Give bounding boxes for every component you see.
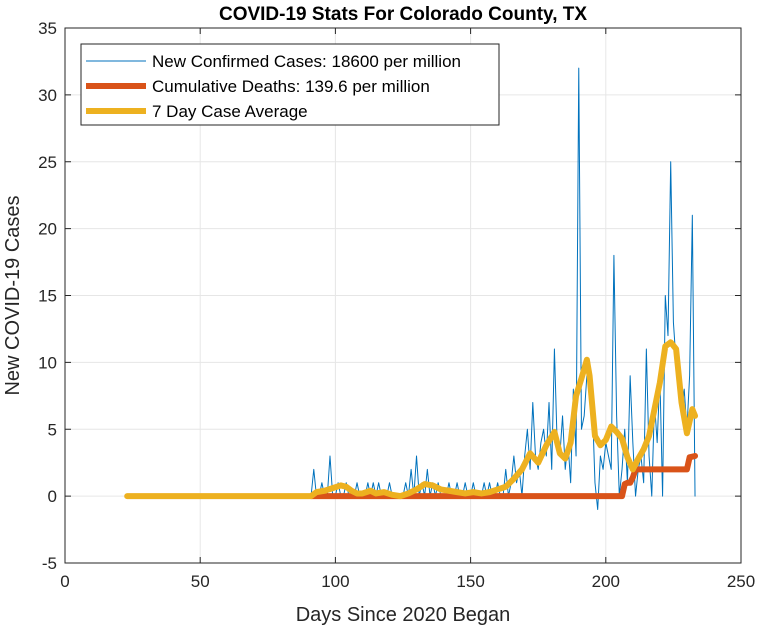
y-tick-label: 25 — [38, 153, 57, 172]
legend-label-7day-average: 7 Day Case Average — [152, 102, 308, 121]
x-tick-label: 50 — [191, 572, 210, 591]
y-tick-label: -5 — [42, 554, 57, 573]
y-axis-title: New COVID-19 Cases — [2, 195, 24, 395]
legend-label-new-cases: New Confirmed Cases: 18600 per million — [152, 52, 461, 71]
legend-label-deaths: Cumulative Deaths: 139.6 per million — [152, 77, 430, 96]
x-axis-title: Days Since 2020 Began — [296, 604, 511, 626]
series-line-1 — [308, 453, 699, 500]
x-tick-label: 100 — [321, 572, 349, 591]
x-tick-label: 0 — [60, 572, 69, 591]
y-tick-label: 5 — [48, 420, 57, 439]
y-tick-label: 35 — [38, 19, 57, 38]
chart-title: COVID-19 Stats For Colorado County, TX — [219, 4, 587, 25]
legend: New Confirmed Cases: 18600 per million C… — [80, 43, 500, 126]
y-tick-label: 0 — [48, 487, 57, 506]
y-tick-label: 15 — [38, 287, 57, 306]
y-tick-label: 30 — [38, 86, 57, 105]
x-tick-label: 250 — [727, 572, 755, 591]
x-tick-label: 200 — [592, 572, 620, 591]
y-tick-label: 10 — [38, 353, 57, 372]
x-tick-label: 150 — [456, 572, 484, 591]
legend-box — [80, 43, 500, 126]
series-line-2 — [124, 339, 699, 500]
y-tick-label: 20 — [38, 220, 57, 239]
